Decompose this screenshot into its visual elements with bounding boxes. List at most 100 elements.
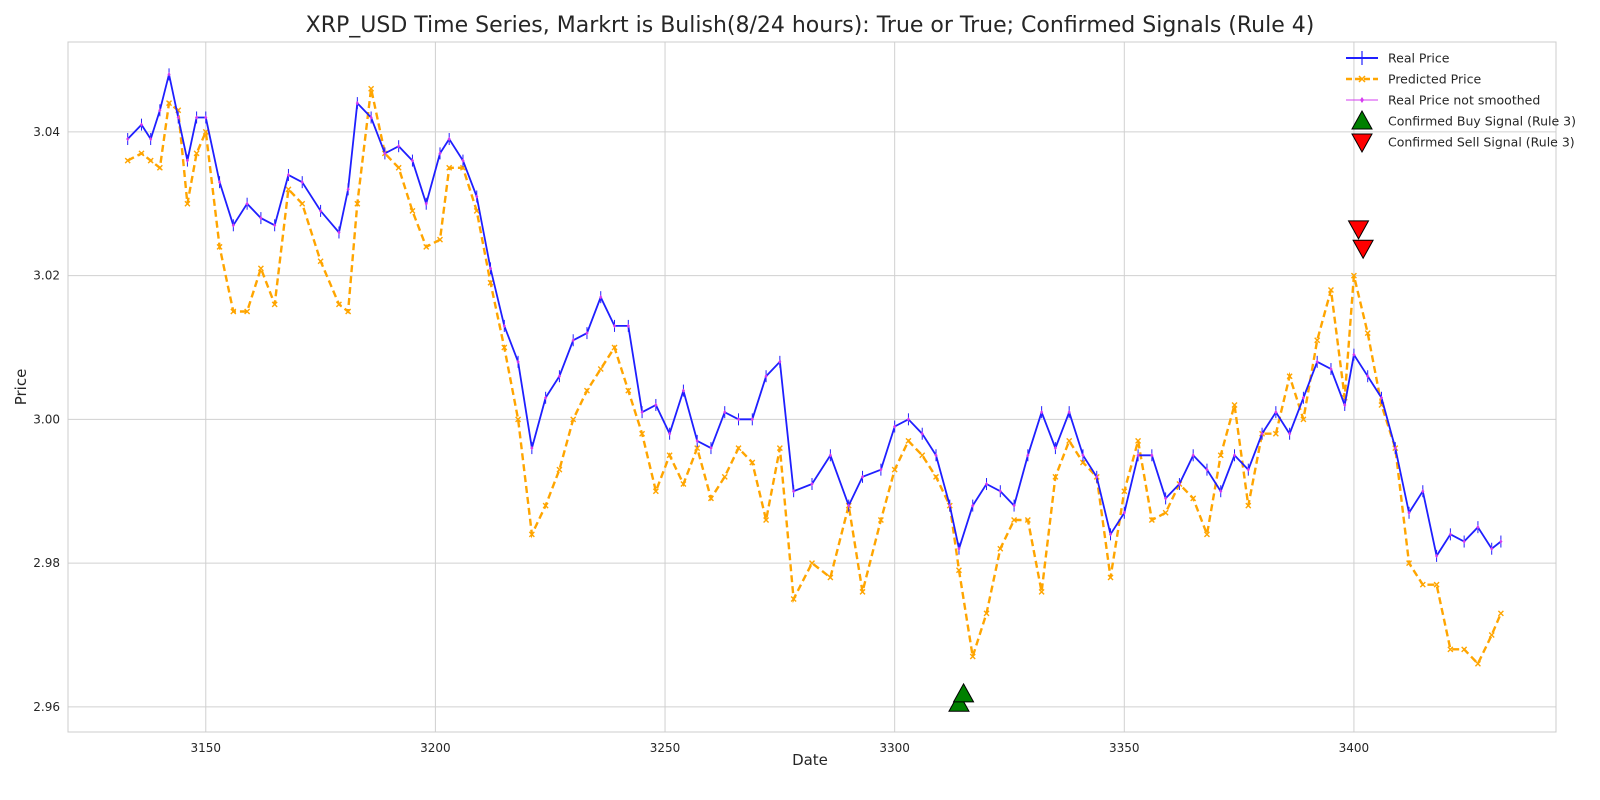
real-price-not-smoothed-point [847, 503, 851, 508]
real-price-not-smoothed-point [668, 431, 672, 436]
predicted-price-point [487, 279, 494, 286]
predicted-price-point [891, 466, 898, 473]
real-price-not-smoothed-point [217, 179, 222, 185]
predicted-price-point [156, 164, 163, 171]
real-price-not-smoothed-point [259, 215, 263, 221]
predicted-price-point [501, 344, 508, 351]
real-price-not-smoothed-point [557, 374, 562, 379]
real-price-not-smoothed-point [424, 201, 428, 206]
predicted-price-point [919, 452, 926, 459]
real-price-not-smoothed-point [1490, 546, 1494, 551]
predicted-price-point [515, 416, 522, 423]
predicted-price-point [1300, 416, 1307, 423]
predicted-price-point [271, 301, 278, 308]
predicted-price-point [437, 236, 443, 243]
real-price-not-smoothed-point [1315, 359, 1319, 365]
predicted-price-point [1011, 516, 1018, 523]
predicted-price-point [528, 531, 535, 538]
predicted-price-point [735, 445, 742, 452]
real-price-not-smoothed-point [681, 388, 686, 393]
real-price-not-smoothed-point [810, 481, 814, 487]
plot-frame [67, 41, 1557, 733]
real-price-not-smoothed-point [158, 108, 162, 113]
predicted-price-point [1107, 574, 1114, 581]
predicted-price-point [166, 100, 173, 107]
predicted-price-point [790, 596, 797, 603]
legend-predicted-price-marker [1358, 75, 1366, 83]
predicted-price-point [184, 200, 191, 207]
real-price-not-smoothed-point [626, 323, 630, 329]
real-price-not-smoothed-point [273, 223, 277, 228]
real-price-not-smoothed-point [139, 122, 144, 127]
real-price-not-smoothed-point [723, 409, 727, 415]
predicted-price-point [1231, 401, 1238, 408]
real-price-not-smoothed-point [1343, 402, 1347, 408]
real-price-not-smoothed-point [860, 474, 865, 480]
predicted-price-point [1474, 660, 1481, 667]
predicted-price-point [409, 207, 416, 214]
real-price-not-smoothed-point [475, 194, 479, 199]
predicted-price-point [570, 416, 577, 423]
predicted-price-point [1052, 473, 1059, 480]
real-price-not-smoothed-point [194, 115, 199, 120]
y-tick-label: 2.98 [33, 556, 60, 570]
predicted-price-point [1433, 581, 1440, 588]
real-price-not-smoothed-point [1012, 503, 1016, 508]
real-price-not-smoothed-point [300, 179, 304, 185]
real-price-not-smoothed-point [1108, 532, 1113, 537]
predicted-price-point [147, 157, 154, 164]
real-price-not-smoothed-point [1040, 409, 1044, 415]
real-price-not-smoothed-point [585, 330, 589, 336]
sell-signal-marker [1352, 239, 1374, 260]
predicted-price-point [1350, 272, 1357, 279]
real-price-not-smoothed-point [530, 445, 534, 451]
axis-ticks: 3150 3200 3250 3300 3350 3400 2.96 2.98 3.00 3.02… [33, 125, 1369, 755]
predicted-price-point [933, 473, 939, 480]
real-price-not-smoothed-point [750, 417, 754, 422]
predicted-price-point [1066, 437, 1073, 444]
predicted-price-point [1286, 373, 1293, 380]
real-price-not-smoothed-point [1246, 467, 1250, 472]
predicted-price-point [1217, 452, 1224, 459]
legend: Real Price Predicted Price Real Price not … [1346, 51, 1576, 154]
predicted-price-point [257, 265, 264, 272]
real-price-not-smoothed-point [1434, 553, 1439, 559]
predicted-price-point [1148, 516, 1155, 523]
real-price-not-smoothed-point [1301, 395, 1306, 400]
real-price-not-smoothed-point [383, 151, 387, 156]
predicted-price-point [395, 164, 402, 171]
predicted-price-point [124, 157, 131, 164]
predicted-price-point [955, 567, 962, 574]
predicted-price-point [138, 150, 145, 157]
predicted-price-point [368, 85, 375, 92]
predicted-price-point [583, 387, 590, 394]
real-price-not-smoothed-point [1393, 445, 1397, 451]
real-price-not-smoothed-point [1067, 409, 1071, 415]
real-price-not-smoothed-point [1366, 374, 1370, 379]
real-price-not-smoothed-point [369, 115, 373, 120]
real-price-not-smoothed-point [204, 115, 208, 120]
predicted-price-point [1162, 509, 1169, 516]
real-price-not-smoothed-point [185, 158, 190, 163]
predicted-price-point [721, 473, 728, 480]
predicted-price-point [299, 200, 306, 207]
predicted-price-point [1488, 631, 1495, 638]
real-price-not-smoothed-point [957, 546, 961, 551]
predicted-price-point [694, 445, 701, 452]
predicted-price-point [335, 301, 342, 308]
predicted-price-point [542, 502, 549, 509]
y-tick-label: 3.00 [33, 412, 60, 426]
x-axis-label: Date [792, 751, 828, 769]
y-tick-label: 3.02 [33, 269, 60, 283]
predicted-price-point [997, 545, 1004, 552]
real-price-not-smoothed-point [1476, 524, 1480, 530]
y-tick-label: 3.04 [33, 125, 60, 139]
predicted-price-point [652, 488, 659, 495]
real-price-not-smoothed-point [612, 323, 617, 329]
x-tick-label: 3350 [1109, 741, 1140, 755]
predicted-price-point [556, 466, 563, 473]
predicted-price-point [639, 430, 646, 437]
real-price-not-smoothed-point [1421, 489, 1425, 494]
real-price-not-smoothed-point [920, 431, 924, 436]
